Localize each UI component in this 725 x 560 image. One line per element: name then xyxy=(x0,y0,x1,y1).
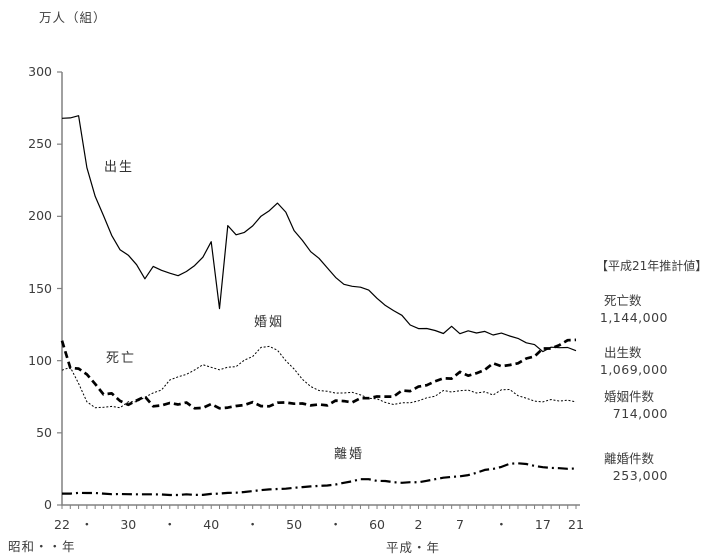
series-label-divorces: 離婚 xyxy=(334,447,365,462)
divorces-line xyxy=(62,462,577,497)
estimates-heading: 【平成21年推計値】 xyxy=(596,259,708,273)
deaths-line xyxy=(60,338,577,410)
estimate-item-marriages: 婚姻件数 714,000 xyxy=(596,390,725,421)
estimate-label: 婚姻件数 xyxy=(604,389,655,404)
estimate-value: 253,000 xyxy=(612,468,668,483)
axes xyxy=(61,72,580,506)
estimates-panel: 【平成21年推計値】 死亡数 1,144,000 出生数 1,069,000 婚… xyxy=(596,0,725,560)
estimate-item-births: 出生数 1,069,000 xyxy=(596,346,725,377)
estimate-item-deaths: 死亡数 1,144,000 xyxy=(596,294,725,325)
estimate-value: 714,000 xyxy=(612,406,668,421)
estimate-value: 1,144,000 xyxy=(599,310,668,325)
series-label-deaths: 死亡 xyxy=(106,351,137,366)
x-axis-era-label-heisei: 平成・年 xyxy=(386,540,441,555)
estimate-label: 出生数 xyxy=(604,345,642,360)
estimate-label: 死亡数 xyxy=(604,293,642,308)
estimate-item-divorces: 離婚件数 253,000 xyxy=(596,452,725,483)
series-label-marriages: 婚姻 xyxy=(254,315,285,330)
estimate-value: 1,069,000 xyxy=(599,362,668,377)
births-line xyxy=(61,115,577,353)
y-axis-unit-label: 万人（組） xyxy=(39,10,107,25)
series-label-births: 出生 xyxy=(104,160,135,175)
estimate-label: 離婚件数 xyxy=(604,451,655,466)
x-axis-era-label-showa: 昭和・・年 xyxy=(8,539,76,554)
marriages-line xyxy=(61,345,577,409)
